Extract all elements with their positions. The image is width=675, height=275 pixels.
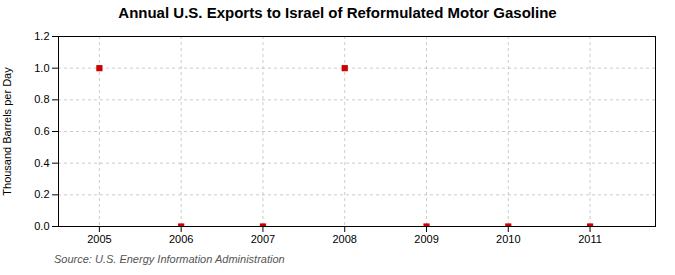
svg-text:2008: 2008: [332, 233, 356, 245]
svg-text:2011: 2011: [578, 233, 602, 245]
svg-text:Thousand Barrels per Day: Thousand Barrels per Day: [1, 67, 13, 196]
svg-text:0.6: 0.6: [34, 125, 49, 137]
svg-text:2010: 2010: [496, 233, 520, 245]
svg-text:2007: 2007: [251, 233, 275, 245]
svg-text:1.2: 1.2: [34, 30, 49, 42]
svg-text:2006: 2006: [169, 233, 193, 245]
svg-text:0.4: 0.4: [34, 157, 49, 169]
svg-text:0.8: 0.8: [34, 93, 49, 105]
svg-text:0.2: 0.2: [34, 188, 49, 200]
svg-text:2005: 2005: [87, 233, 111, 245]
html-text:Source: U.S. Energy Informatio: Source: U.S. Energy Information Administ…: [54, 253, 285, 265]
svg-text:1.0: 1.0: [34, 62, 49, 74]
svg-text:2009: 2009: [414, 233, 438, 245]
svg-text:0.0: 0.0: [34, 220, 49, 232]
html-text:Annual U.S. Exports to Israel: Annual U.S. Exports to Israel of Reformu…: [118, 4, 557, 21]
